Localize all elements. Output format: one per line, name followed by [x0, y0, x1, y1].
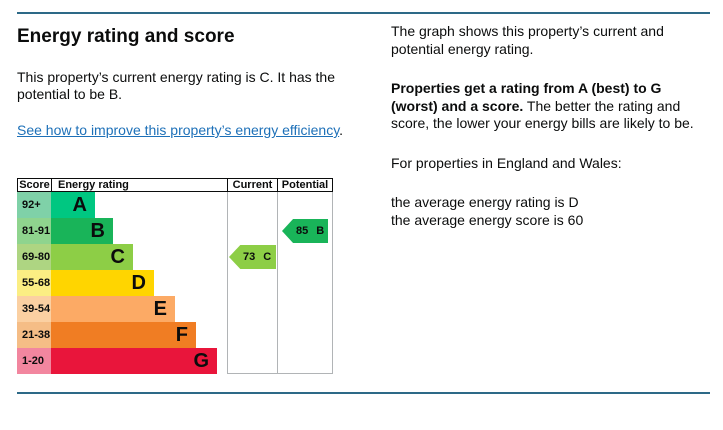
average-score-line: the average energy score is 60	[391, 211, 584, 228]
header-score: Score	[17, 178, 52, 192]
bottom-divider	[17, 392, 710, 394]
rating-explanation: Properties get a rating from A (best) to…	[391, 80, 709, 133]
current-band-letter: C	[263, 251, 272, 263]
potential-band-letter: B	[316, 225, 325, 237]
improve-efficiency-link[interactable]: See how to improve this property’s energ…	[17, 122, 340, 138]
current-score-value: 73	[243, 251, 256, 263]
england-wales-heading: For properties in England and Wales:	[391, 154, 622, 171]
score-cell: 81-91	[17, 218, 51, 244]
rating-bar: D	[51, 270, 154, 296]
band-row-d: 55-68 D	[17, 270, 333, 296]
top-divider	[17, 12, 710, 14]
average-rating-line: the average energy rating is D	[391, 194, 579, 210]
left-column: Energy rating and score This property’s …	[17, 26, 353, 158]
score-cell: 92+	[17, 192, 51, 218]
score-cell: 1-20	[17, 348, 51, 374]
right-column: The graph shows this property’s current …	[391, 23, 709, 229]
band-row-c: 69-80 C	[17, 244, 333, 270]
rating-bar: E	[51, 296, 175, 322]
rating-bar: B	[51, 218, 113, 244]
score-cell: 21-38	[17, 322, 51, 348]
rating-bar: A	[51, 192, 95, 218]
current-rating-arrow: 73 C	[229, 245, 276, 269]
score-cell: 39-54	[17, 296, 51, 322]
band-row-e: 39-54 E	[17, 296, 333, 322]
potential-score-value: 85	[296, 225, 309, 237]
chart-body: 92+ A 81-91 B 69-80 C 55-68 D 39-54 E 21…	[17, 192, 333, 374]
header-potential: Potential	[277, 178, 333, 192]
potential-rating-arrow: 85 B	[282, 219, 328, 243]
band-row-a: 92+ A	[17, 192, 333, 218]
chart-header-row: Score Energy rating Current Potential	[17, 178, 333, 192]
rating-bar: C	[51, 244, 133, 270]
link-suffix: .	[339, 122, 344, 138]
band-row-f: 21-38 F	[17, 322, 333, 348]
page-title: Energy rating and score	[17, 26, 235, 47]
potential-column-right-border	[332, 192, 333, 374]
band-row-b: 81-91 B	[17, 218, 333, 244]
graph-description: The graph shows this property’s current …	[391, 23, 664, 57]
header-current: Current	[227, 178, 278, 192]
columns-bottom-border	[227, 373, 333, 374]
improve-link-paragraph: See how to improve this property’s energ…	[17, 122, 353, 139]
energy-rating-chart: Score Energy rating Current Potential 92…	[17, 178, 333, 374]
rating-bar: F	[51, 322, 196, 348]
band-row-g: 1-20 G	[17, 348, 333, 374]
rating-explanation-rest: The better the rating and score, the low…	[391, 97, 694, 132]
current-column-left-border	[227, 192, 228, 374]
rating-explanation-bold: Properties get a rating from A (best) to…	[391, 80, 662, 114]
score-cell: 55-68	[17, 270, 51, 296]
intro-text: This property’s current energy rating is…	[17, 69, 335, 102]
score-cell: 69-80	[17, 244, 51, 270]
rating-bar: G	[51, 348, 217, 374]
current-column-right-border	[277, 192, 278, 374]
header-energy-rating: Energy rating	[51, 178, 228, 192]
